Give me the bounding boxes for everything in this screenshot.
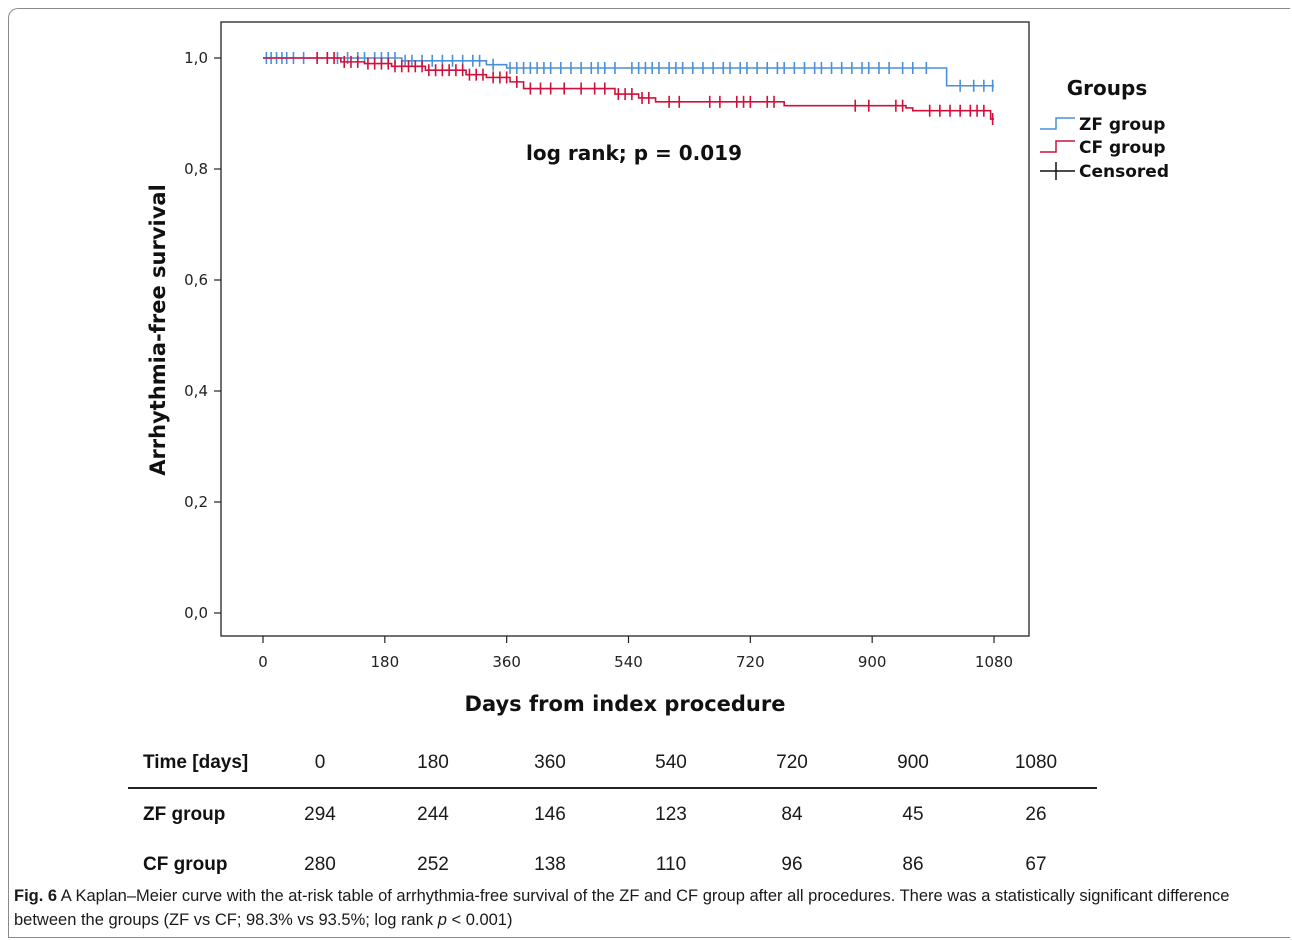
y-tick-label: 1,0: [184, 49, 208, 67]
x-tick-label: 180: [371, 653, 400, 671]
x-tick-label: 0: [258, 653, 268, 671]
legend-censored-marker: [1040, 162, 1075, 180]
y-tick-label: 0,2: [184, 493, 208, 511]
zf-group-survival-line: [263, 57, 994, 87]
caption-p-symbol: p: [437, 911, 447, 929]
legend: Groups ZF group CF group Censored: [1040, 76, 1169, 182]
legend-swatch-cf: [1040, 140, 1075, 153]
y-tick-label: 0,0: [184, 604, 208, 622]
figure-frame: [8, 8, 1290, 938]
y-axis-ticks: 0,0 0,2 0,4 0,6 0,8 1,0: [184, 49, 221, 622]
legend-label-zf: ZF group: [1079, 115, 1165, 135]
x-tick-label: 360: [492, 653, 521, 671]
legend-label-cf: CF group: [1079, 138, 1166, 158]
caption-text-end: < 0.001): [446, 911, 513, 929]
y-tick-label: 0,4: [184, 382, 208, 400]
y-tick-label: 0,6: [184, 271, 208, 289]
x-tick-label: 1080: [975, 653, 1013, 671]
x-tick-label: 540: [614, 653, 643, 671]
series-layer: [263, 52, 994, 126]
logrank-annotation: log rank; p = 0.019: [526, 141, 742, 165]
x-axis-ticks: 0 180 360 540 720 900 1080: [258, 636, 1013, 671]
x-axis-title: Days from index procedure: [465, 692, 786, 716]
x-tick-label: 720: [736, 653, 765, 671]
legend-label-censored: Censored: [1079, 162, 1169, 182]
y-tick-label: 0,8: [184, 160, 208, 178]
kaplan-meier-chart: 0,00,20,40,60,81,0 0 180 360 540 720 900 1080 …: [146, 21, 1169, 716]
legend-swatch-zf: [1040, 117, 1075, 130]
cf-group-survival-line: [263, 57, 994, 120]
caption-text: A Kaplan–Meier curve with the at-risk ta…: [14, 887, 1230, 929]
legend-title: Groups: [1067, 76, 1147, 100]
y-axis-title: Arrhythmia-free survival: [146, 184, 170, 476]
plot-area: [220, 21, 1030, 637]
caption-fig-label: Fig. 6: [14, 887, 58, 905]
x-tick-label: 900: [858, 653, 887, 671]
figure-caption: Fig. 6 A Kaplan–Meier curve with the at-…: [14, 884, 1274, 932]
